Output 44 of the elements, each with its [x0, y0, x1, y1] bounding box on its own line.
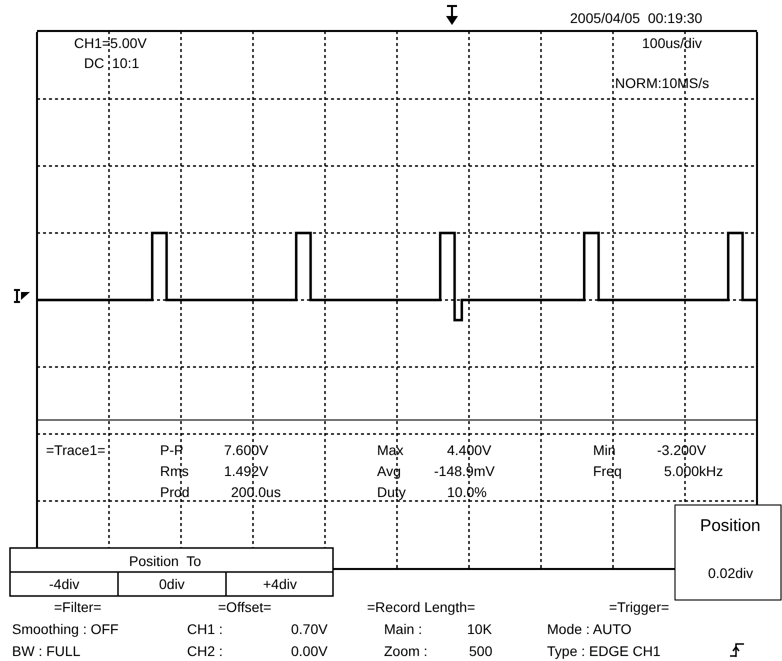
text: 200.0us	[231, 484, 281, 500]
text: 5.000kHz	[664, 463, 724, 479]
text: 0.70V	[291, 621, 328, 637]
text: 10K	[467, 621, 493, 637]
text: =Trigger=	[609, 599, 670, 615]
text: 500	[469, 643, 493, 659]
text: 7.600V	[224, 442, 270, 458]
text: Duty	[377, 484, 406, 500]
text: 0div	[159, 576, 185, 592]
text: CH2 :	[187, 643, 223, 659]
text: 1.492V	[224, 463, 270, 479]
text: CH1=5.00V	[74, 35, 148, 51]
text: 0.00V	[291, 643, 328, 659]
text: DC 10:1	[84, 55, 140, 71]
text: -148.9mV	[434, 463, 496, 479]
text: BW : FULL	[12, 643, 81, 659]
text: 10.0%	[447, 484, 487, 500]
text: Avg	[377, 463, 401, 479]
text: =Filter=	[54, 599, 102, 615]
text: Min	[593, 442, 616, 458]
text: Freq	[593, 463, 622, 479]
text: Max	[377, 442, 404, 458]
text: P-P	[160, 442, 184, 458]
text: 100us/div	[642, 35, 702, 51]
text: =Record Length=	[367, 599, 476, 615]
text: 4.400V	[447, 442, 492, 458]
text: Main :	[384, 621, 422, 637]
text: Type : EDGE CH1	[547, 643, 661, 659]
text: =Trace1=	[46, 442, 106, 458]
text: Mode : AUTO	[547, 621, 632, 637]
text: Smoothing : OFF	[12, 621, 119, 637]
text: Position	[700, 516, 760, 535]
text: Position To	[129, 553, 202, 569]
text: =Offset=	[218, 599, 272, 615]
text: +4div	[263, 576, 297, 592]
text: Prod	[160, 484, 190, 500]
text: NORM:10MS/s	[615, 75, 710, 91]
text: 2005/04/05 00:19:30	[570, 10, 703, 26]
text: -4div	[49, 576, 80, 592]
text: Zoom :	[384, 643, 428, 659]
text: Rms	[160, 463, 189, 479]
text: -3.200V	[657, 442, 707, 458]
text: 0.02div	[708, 565, 754, 581]
text: CH1 :	[187, 621, 223, 637]
